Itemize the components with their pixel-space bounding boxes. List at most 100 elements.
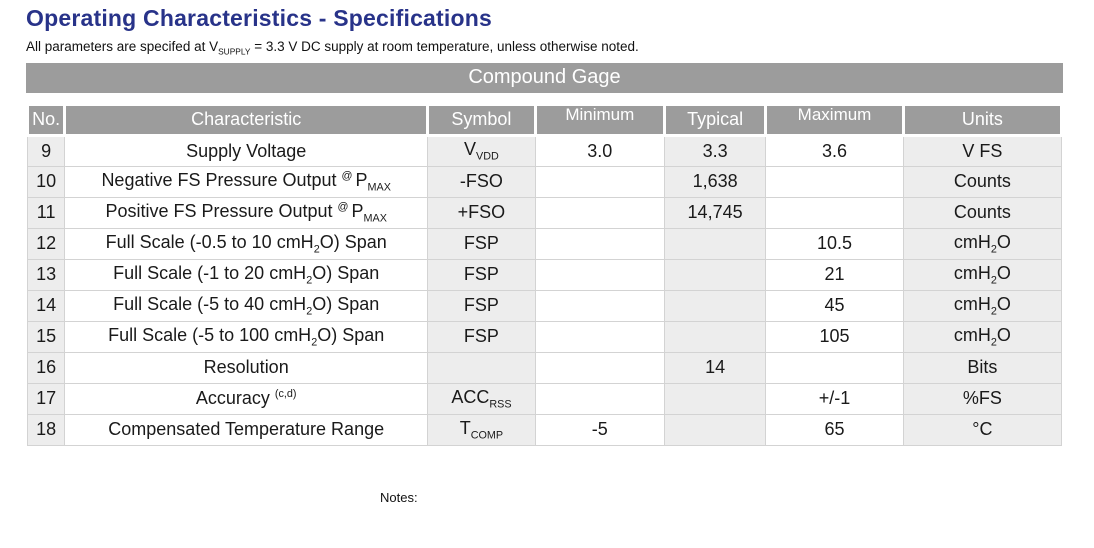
cell-no: 14 — [26, 289, 66, 322]
cell-typical — [663, 258, 767, 291]
cell-minimum — [534, 227, 665, 260]
column-header-symbol: Symbol — [426, 102, 537, 137]
cell-maximum: 3.6 — [765, 134, 904, 167]
cell-symbol — [427, 351, 536, 384]
cell-no: 13 — [26, 258, 66, 291]
column-header-units: Units — [901, 102, 1064, 137]
cell-typical — [663, 320, 767, 353]
cell-symbol: -FSO — [427, 165, 536, 198]
cell-units: cmH2O — [902, 289, 1063, 322]
table-row: 9 Supply Voltage VVDD 3.0 3.3 3.6 V FS — [26, 134, 1063, 167]
cell-minimum — [534, 258, 665, 291]
cell-symbol: FSP — [427, 320, 536, 353]
table-row: 18 Compensated Temperature Range TCOMP -5 65… — [26, 413, 1063, 446]
table-row: 17 Accuracy (c,d) ACCRSS +/-1 %FS — [26, 382, 1063, 415]
conditions-note-suffix: = 3.3 V DC supply at room temperature, u… — [250, 39, 639, 54]
cell-maximum — [765, 165, 904, 198]
cell-characteristic: Full Scale (-5 to 100 cmH2O) Span — [64, 320, 429, 353]
cell-symbol: ACCRSS — [427, 382, 536, 415]
table-row: 13 Full Scale (-1 to 20 cmH2O) Span FSP 21 c… — [26, 258, 1063, 291]
table-title-label: Compound Gage — [468, 66, 621, 89]
cell-no: 11 — [26, 196, 66, 229]
cell-typical: 3.3 — [663, 134, 767, 167]
cell-symbol: FSP — [427, 289, 536, 322]
cell-units: %FS — [902, 382, 1063, 415]
table-row: 11 Positive FS Pressure Output @ PMAX +FSO… — [26, 196, 1063, 229]
cell-units: cmH2O — [902, 320, 1063, 353]
note-line-c: c. Accuracy specifications apply over op… — [380, 545, 1094, 548]
cell-no: 18 — [26, 413, 66, 446]
cell-no: 15 — [26, 320, 66, 353]
cell-no: 16 — [26, 351, 66, 384]
column-header-no: No. — [25, 102, 67, 137]
vsupply-subscript: SUPPLY — [218, 46, 251, 57]
specifications-table: No. Characteristic Symbol Minimum Typica… — [25, 102, 1064, 446]
cell-maximum: 21 — [765, 258, 904, 291]
cell-units: cmH2O — [902, 227, 1063, 260]
cell-characteristic: Full Scale (-1 to 20 cmH2O) Span — [64, 258, 429, 291]
cell-typical — [663, 289, 767, 322]
table-row: 15 Full Scale (-5 to 100 cmH2O) Span FSP 10… — [26, 320, 1063, 353]
cell-no: 12 — [26, 227, 66, 260]
table-row: 16 Resolution 14 Bits — [26, 351, 1063, 384]
cell-symbol: TCOMP — [427, 413, 536, 446]
table-row: 14 Full Scale (-5 to 40 cmH2O) Span FSP 45 c… — [26, 289, 1063, 322]
cell-characteristic: Full Scale (-0.5 to 10 cmH2O) Span — [64, 227, 429, 260]
conditions-note-prefix: All parameters are specifed at V — [26, 39, 219, 54]
cell-minimum — [534, 196, 665, 229]
notes-block: Notes: c. Accuracy specifications apply … — [380, 450, 1094, 548]
cell-maximum: 65 — [765, 413, 904, 446]
cell-characteristic: Full Scale (-5 to 40 cmH2O) Span — [64, 289, 429, 322]
cell-characteristic: Accuracy (c,d) — [64, 382, 429, 415]
conditions-note: All parameters are specifed at VSUPPLY =… — [26, 39, 1094, 57]
cell-typical — [663, 382, 767, 415]
cell-typical: 1,638 — [663, 165, 767, 198]
page-title: Operating Characteristics - Specificatio… — [26, 5, 492, 31]
notes-label: Notes: — [380, 489, 418, 505]
cell-minimum — [534, 382, 665, 415]
cell-symbol: FSP — [427, 227, 536, 260]
cell-minimum: -5 — [534, 413, 665, 446]
cell-units: Bits — [902, 351, 1063, 384]
cell-characteristic: Negative FS Pressure Output @ PMAX — [64, 165, 429, 198]
table-title-band: Compound Gage — [26, 62, 1063, 93]
cell-minimum — [534, 351, 665, 384]
table-body: 9 Supply Voltage VVDD 3.0 3.3 3.6 V FS 10 Negati… — [26, 134, 1063, 446]
column-header-maximum: Maximum — [764, 102, 905, 137]
column-header-characteristic: Characteristic — [63, 102, 430, 137]
column-header-minimum: Minimum — [533, 102, 666, 137]
cell-maximum — [765, 351, 904, 384]
table-row: 10 Negative FS Pressure Output @ PMAX -FSO… — [26, 165, 1063, 198]
cell-no: 10 — [26, 165, 66, 198]
table-header-row: No. Characteristic Symbol Minimum Typica… — [25, 102, 1064, 137]
cell-maximum: 105 — [765, 320, 904, 353]
cell-units: V FS — [902, 134, 1063, 167]
cell-units: Counts — [902, 196, 1063, 229]
cell-symbol: FSP — [427, 258, 536, 291]
cell-typical: 14 — [663, 351, 767, 384]
cell-minimum: 3.0 — [534, 134, 665, 167]
cell-symbol: VVDD — [427, 134, 536, 167]
cell-typical — [663, 227, 767, 260]
cell-units: Counts — [902, 165, 1063, 198]
column-header-typical: Typical — [662, 102, 768, 137]
cell-characteristic: Positive FS Pressure Output @ PMAX — [64, 196, 429, 229]
cell-no: 9 — [26, 134, 66, 167]
cell-maximum: 45 — [765, 289, 904, 322]
cell-maximum: 10.5 — [765, 227, 904, 260]
cell-minimum — [534, 320, 665, 353]
cell-maximum — [765, 196, 904, 229]
cell-minimum — [534, 289, 665, 322]
table-row: 12 Full Scale (-0.5 to 10 cmH2O) Span FSP 1… — [26, 227, 1063, 260]
cell-units: °C — [902, 413, 1063, 446]
cell-characteristic: Resolution — [64, 351, 429, 384]
cell-symbol: +FSO — [427, 196, 536, 229]
cell-typical: 14,745 — [663, 196, 767, 229]
cell-no: 17 — [26, 382, 66, 415]
cell-typical — [663, 413, 767, 446]
cell-characteristic: Compensated Temperature Range — [64, 413, 429, 446]
cell-maximum: +/-1 — [765, 382, 904, 415]
cell-units: cmH2O — [902, 258, 1063, 291]
cell-characteristic: Supply Voltage — [64, 134, 429, 167]
